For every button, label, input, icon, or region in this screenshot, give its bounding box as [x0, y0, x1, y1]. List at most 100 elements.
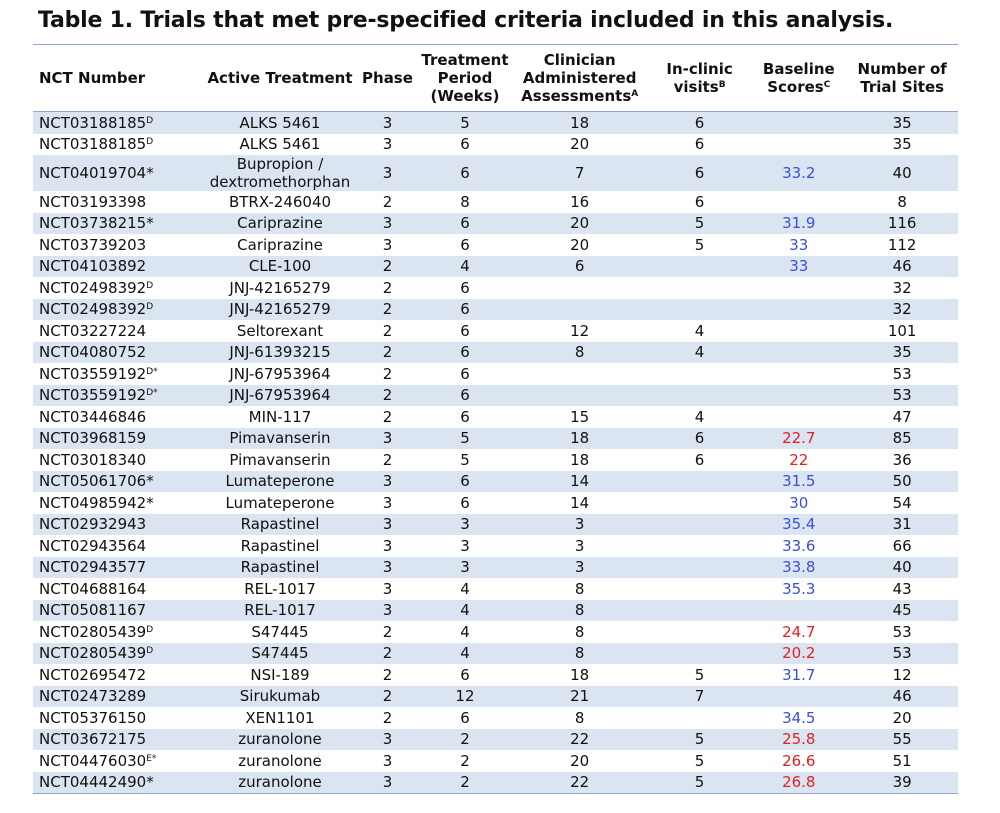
period-text: 6 — [460, 164, 470, 182]
cell-sites: 112 — [846, 234, 958, 256]
treatment-text: Rapastinel — [240, 536, 320, 555]
nct-text: NCT03188185 — [39, 113, 147, 132]
column-header: Number of Trial Sites — [846, 45, 958, 112]
phase-text: 2 — [382, 687, 393, 706]
cell-period: 3 — [418, 535, 511, 557]
sites-text: 39 — [892, 773, 912, 792]
cell-baseline: 26.6 — [751, 750, 846, 772]
assessments-text: 14 — [570, 493, 590, 512]
cell-period: 8 — [418, 191, 511, 213]
phase-text: 3 — [382, 730, 393, 749]
treatment-text: zuranolone — [238, 773, 322, 792]
header-text: Treatment Period (Weeks) — [421, 51, 509, 105]
cell-assessments — [511, 277, 647, 299]
cell-treatment: XEN1101 — [204, 707, 357, 729]
cell-visits: 4 — [648, 406, 751, 428]
cell-assessments: 7 — [511, 155, 647, 191]
cell-visits — [648, 514, 751, 536]
cell-baseline: 33 — [751, 234, 846, 256]
sites-text: 36 — [892, 450, 912, 469]
nct-text: NCT05061706* — [39, 472, 154, 491]
table-row: NCT05376150 XEN1101 2 6 8 34.5 20 — [33, 707, 958, 729]
sites-text: 55 — [892, 730, 912, 749]
footnote-mark: D — [146, 115, 154, 126]
period-text: 3 — [460, 536, 470, 555]
table-row: NCT03559192D* JNJ-67953964 2 6 53 — [33, 384, 958, 407]
cell-visits: 6 — [648, 191, 751, 213]
period-text: 6 — [460, 278, 470, 297]
sites-text: 53 — [892, 622, 912, 641]
cell-sites: 53 — [846, 385, 958, 407]
cell-treatment: Cariprazine — [204, 213, 357, 235]
cell-treatment: Pimavanserin — [204, 449, 357, 471]
period-text: 4 — [460, 622, 470, 641]
assessments-text: 15 — [570, 407, 590, 426]
sites-text: 47 — [892, 407, 912, 426]
period-text: 6 — [460, 235, 470, 254]
period-text: 4 — [460, 644, 470, 663]
cell-sites: 8 — [846, 191, 958, 213]
table-row: NCT03188185D ALKS 5461 3 5 18 6 35 — [33, 111, 958, 134]
sites-text: 51 — [892, 751, 912, 770]
nct-text: NCT02943564 — [39, 536, 147, 555]
sites-text: 35 — [892, 343, 912, 362]
treatment-text: zuranolone — [238, 730, 322, 749]
cell-nct: NCT03968159 — [33, 428, 204, 450]
nct-text: NCT04080752 — [39, 343, 147, 362]
cell-sites: 45 — [846, 600, 958, 622]
cell-sites: 55 — [846, 729, 958, 751]
cell-baseline — [751, 686, 846, 708]
table-row: NCT03559192D* JNJ-67953964 2 6 53 — [33, 363, 958, 385]
cell-phase: 3 — [356, 471, 418, 493]
cell-treatment: JNJ-67953964 — [204, 385, 357, 407]
phase-text: 2 — [382, 407, 393, 426]
column-header: NCT Number — [33, 45, 204, 112]
assessments-text: 20 — [570, 235, 590, 254]
cell-nct: NCT03738215* — [33, 213, 204, 235]
cell-baseline — [751, 112, 846, 134]
assessments-text: 18 — [570, 450, 590, 469]
cell-baseline: 20.2 — [751, 643, 846, 665]
cell-sites: 12 — [846, 664, 958, 686]
period-text: 5 — [460, 113, 470, 132]
cell-nct: NCT04442490* — [33, 772, 204, 794]
cell-assessments: 12 — [511, 320, 647, 342]
cell-treatment: JNJ-42165279 — [204, 277, 357, 299]
nct-text: NCT03227224 — [39, 321, 147, 340]
period-text: 12 — [455, 687, 475, 706]
cell-period: 5 — [418, 449, 511, 471]
cell-assessments: 22 — [511, 772, 647, 794]
footnote-mark: E* — [146, 753, 157, 764]
column-header: Clinician Administered AssessmentsA — [511, 45, 647, 112]
cell-period: 6 — [418, 234, 511, 256]
period-text: 6 — [460, 343, 470, 362]
phase-text: 3 — [382, 164, 393, 182]
cell-baseline: 22 — [751, 449, 846, 471]
cell-phase: 2 — [356, 342, 418, 364]
period-text: 6 — [460, 214, 470, 233]
cell-assessments: 14 — [511, 492, 647, 514]
cell-nct: NCT02498392D — [33, 299, 204, 321]
cell-phase: 2 — [356, 256, 418, 278]
nct-text: NCT03739203 — [39, 235, 147, 254]
cell-treatment: Cariprazine — [204, 234, 357, 256]
assessments-text: 22 — [570, 730, 590, 749]
phase-text: 3 — [382, 536, 393, 555]
sites-text: 20 — [892, 708, 912, 727]
cell-phase: 2 — [356, 320, 418, 342]
cell-period: 6 — [418, 299, 511, 321]
cell-nct: NCT02943577 — [33, 557, 204, 579]
phase-text: 3 — [382, 773, 393, 792]
cell-period: 3 — [418, 557, 511, 579]
phase-text: 2 — [382, 644, 393, 663]
cell-period: 4 — [418, 621, 511, 643]
phase-text: 3 — [382, 601, 393, 620]
cell-baseline — [751, 385, 846, 407]
period-text: 2 — [460, 730, 470, 749]
cell-assessments: 8 — [511, 578, 647, 600]
treatment-text: JNJ-67953964 — [229, 364, 331, 383]
cell-visits — [648, 385, 751, 407]
treatment-text: JNJ-42165279 — [229, 300, 331, 319]
baseline-text: 26.8 — [782, 773, 816, 792]
